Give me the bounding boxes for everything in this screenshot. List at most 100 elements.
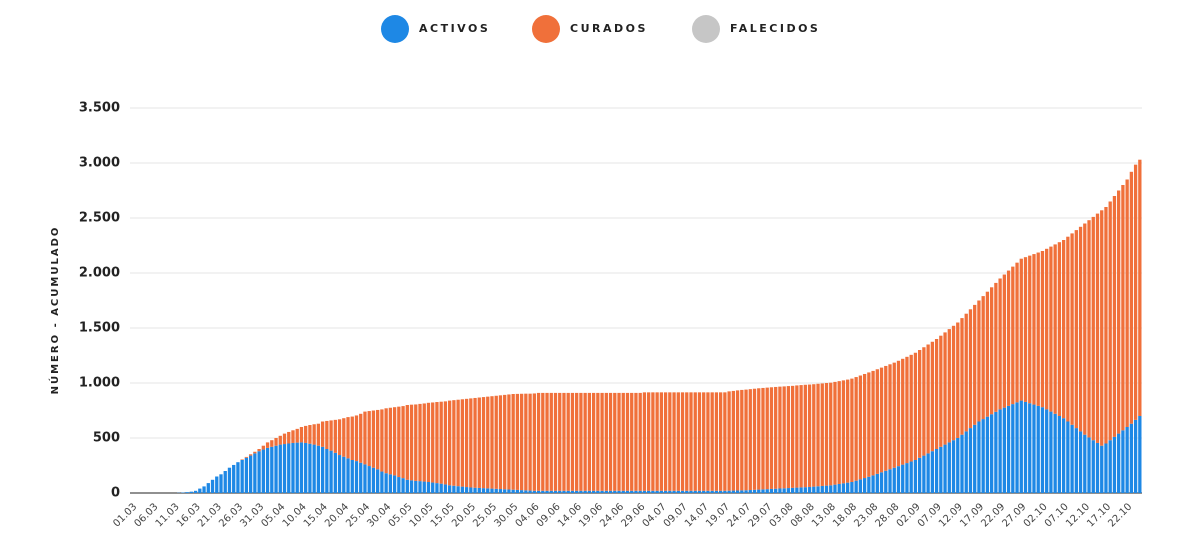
bar-segment bbox=[786, 488, 791, 493]
bar-segment bbox=[1023, 401, 1028, 493]
bar-segment bbox=[718, 392, 723, 491]
bar-segment bbox=[1100, 445, 1104, 493]
bar-segment bbox=[1091, 440, 1095, 493]
bar-segment bbox=[460, 486, 465, 493]
bar-segment bbox=[748, 389, 752, 491]
bar-segment bbox=[566, 392, 570, 491]
bar-segment bbox=[994, 411, 998, 493]
bar-segment bbox=[676, 490, 680, 493]
bar-segment bbox=[227, 467, 232, 493]
bar-segment bbox=[346, 458, 350, 493]
bar-segment bbox=[541, 490, 545, 493]
bar-segment bbox=[837, 483, 841, 493]
bar-segment bbox=[405, 405, 409, 480]
bar-segment bbox=[265, 447, 270, 493]
bar-segment bbox=[867, 372, 871, 477]
bar-segment bbox=[215, 476, 219, 493]
bar-segment bbox=[587, 490, 592, 493]
bar-segment bbox=[740, 389, 744, 491]
bar-segment bbox=[1036, 405, 1040, 493]
bar-segment bbox=[1028, 255, 1032, 404]
bar-segment bbox=[312, 424, 316, 445]
bar-segment bbox=[723, 490, 727, 493]
bar-segment bbox=[621, 392, 625, 491]
bar-segment bbox=[414, 480, 418, 493]
bar-segment bbox=[757, 388, 761, 490]
bar-segment bbox=[655, 490, 659, 493]
bar-segment bbox=[541, 392, 545, 491]
bar-segment bbox=[1057, 416, 1062, 493]
bar-segment bbox=[1100, 210, 1104, 446]
y-tick-label: 500 bbox=[93, 431, 120, 446]
bar-segment bbox=[850, 482, 854, 493]
bar-segment bbox=[748, 490, 752, 493]
bar-segment bbox=[714, 490, 719, 493]
bar-segment bbox=[447, 485, 452, 493]
bar-segment bbox=[270, 440, 274, 447]
bar-segment bbox=[901, 358, 905, 465]
bar-segment bbox=[244, 457, 249, 493]
bar-segment bbox=[702, 490, 706, 493]
bar-segment bbox=[1002, 407, 1006, 493]
bar-segment bbox=[333, 452, 337, 493]
bar-segment bbox=[405, 479, 409, 493]
bar-segment bbox=[1112, 436, 1117, 493]
bar-segment bbox=[498, 395, 503, 490]
bar-segment bbox=[418, 403, 422, 482]
bar-segment bbox=[884, 365, 888, 471]
legend-swatch bbox=[692, 15, 720, 43]
bar-segment bbox=[680, 490, 685, 493]
bar-segment bbox=[676, 392, 680, 491]
bar-segment bbox=[464, 487, 469, 493]
bar-segment bbox=[663, 490, 668, 493]
bar-segment bbox=[926, 453, 930, 493]
bar-segment bbox=[426, 482, 431, 493]
bar-segment bbox=[706, 490, 710, 493]
bar-segment bbox=[558, 490, 562, 493]
bar-segment bbox=[388, 407, 393, 475]
bar-segment bbox=[790, 487, 795, 493]
bar-segment bbox=[456, 399, 460, 487]
bar-segment bbox=[718, 490, 723, 493]
bar-segment bbox=[1095, 442, 1100, 493]
bar-segment bbox=[308, 443, 312, 493]
bar-segment bbox=[435, 483, 439, 493]
bar-segment bbox=[909, 354, 913, 462]
bar-segment bbox=[1129, 423, 1134, 493]
bar-segment bbox=[206, 483, 210, 493]
bar-segment bbox=[481, 397, 486, 489]
bar-segment bbox=[727, 490, 731, 493]
bar-segment bbox=[473, 397, 477, 488]
x-tick-label: 22.10 bbox=[1106, 501, 1134, 529]
bar-segment bbox=[274, 438, 278, 446]
bar-segment bbox=[1036, 252, 1040, 406]
bar-segment bbox=[587, 392, 592, 491]
bar-segment bbox=[439, 483, 443, 493]
bar-segment bbox=[888, 364, 892, 470]
bar-segment bbox=[981, 419, 985, 493]
bar-segment bbox=[964, 313, 968, 432]
bar-segment bbox=[193, 490, 198, 493]
bar-segment bbox=[867, 476, 871, 493]
bar-segment bbox=[295, 442, 299, 493]
bar-segment bbox=[1045, 409, 1049, 493]
bar-segment bbox=[968, 309, 973, 429]
bar-segment bbox=[299, 442, 304, 493]
bar-segment bbox=[608, 392, 613, 491]
bar-segment bbox=[346, 417, 350, 459]
bar-segment bbox=[837, 381, 841, 484]
bar-segment bbox=[977, 300, 981, 422]
bar-segment bbox=[316, 445, 321, 493]
bar-segment bbox=[922, 347, 926, 456]
bar-segment bbox=[1011, 266, 1015, 405]
bar-segment bbox=[985, 416, 990, 493]
bar-segment bbox=[939, 335, 943, 447]
bar-segment bbox=[274, 445, 278, 493]
bar-segment bbox=[985, 291, 990, 417]
bar-segment bbox=[642, 490, 647, 493]
bar-segment bbox=[778, 386, 782, 489]
bar-segment bbox=[380, 471, 384, 493]
bar-segment bbox=[841, 483, 846, 493]
bar-segment bbox=[630, 490, 634, 493]
